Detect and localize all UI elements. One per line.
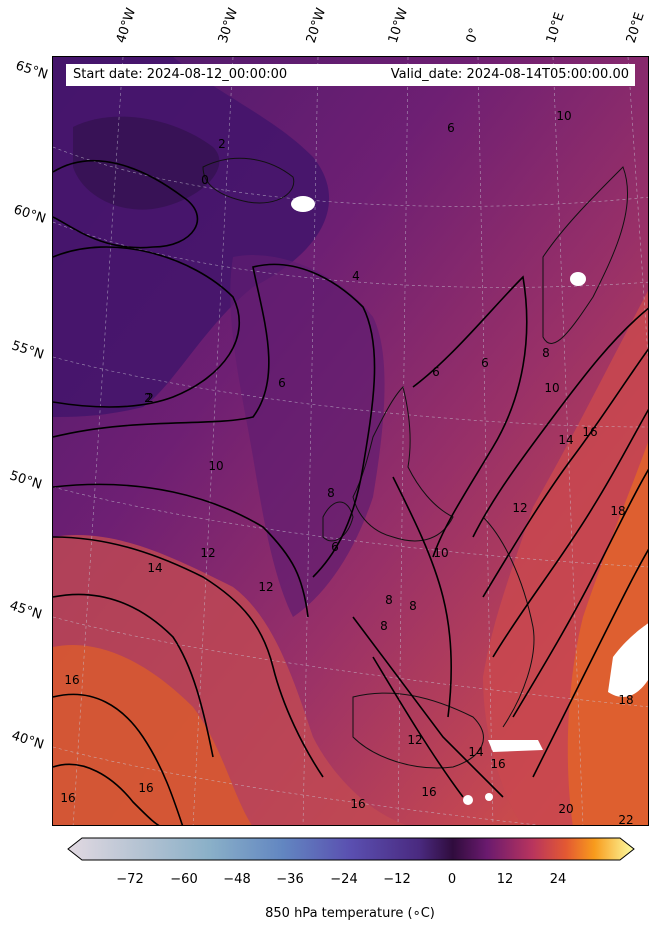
mask-iceland xyxy=(291,196,315,212)
mask-sardinia xyxy=(488,740,543,752)
contour-label: 8 xyxy=(380,619,388,633)
contour-label: 16 xyxy=(60,791,76,805)
contour-label: 16 xyxy=(350,797,366,811)
lon-label-30w: 30°W xyxy=(215,6,242,45)
contour-label: 14 xyxy=(558,433,574,447)
lon-label-40w: 40°W xyxy=(113,6,140,45)
lon-label-10w: 10°W xyxy=(385,6,412,45)
great-britain-coast xyxy=(352,386,454,542)
temperature-field xyxy=(53,57,648,825)
lat-label-50n: 50°N xyxy=(7,468,44,493)
contour-label: 16 xyxy=(421,785,437,799)
colorbar-tick: −48 xyxy=(223,872,251,887)
valid-date: Valid_date: 2024-08-14T05:00:00.00 xyxy=(390,67,629,82)
contour-label: 8 xyxy=(327,486,335,500)
colorbar-tick: −60 xyxy=(170,872,198,887)
contour-label: 22 xyxy=(618,813,634,827)
lat-label-45n: 45°N xyxy=(7,598,44,623)
lon-label-10e: 10°E xyxy=(543,10,568,46)
contour-label: 6 xyxy=(481,356,489,370)
contour-label: 10 xyxy=(433,546,449,560)
colorbar-tick: 12 xyxy=(496,872,514,887)
contour-label: 12 xyxy=(200,546,216,560)
contour-label: 6 xyxy=(447,121,455,135)
graticule xyxy=(53,57,648,825)
mask-sicily-b xyxy=(485,793,493,801)
contour-label: 16 xyxy=(64,673,80,687)
contour-label: 6 xyxy=(331,540,339,554)
date-header: Start date: 2024-08-12_00:00:00 Valid_da… xyxy=(66,64,635,86)
contour-label: 12 xyxy=(258,580,274,594)
scandinavia-coast xyxy=(542,166,628,344)
mask-norway xyxy=(570,272,586,286)
colorbar xyxy=(67,837,635,861)
contour-label: 8 xyxy=(542,346,550,360)
lat-label-60n: 60°N xyxy=(11,202,48,227)
colorbar-label: 850 hPa temperature (∘C) xyxy=(265,906,435,921)
iberia-coast xyxy=(352,692,484,769)
contour-label: 6 xyxy=(278,376,286,390)
contour-label: 10 xyxy=(556,109,572,123)
warm-core-east xyxy=(567,442,648,825)
lat-label-40n: 40°N xyxy=(9,728,46,753)
colorbar-tick: −12 xyxy=(383,872,411,887)
contour-label: 12 xyxy=(512,501,528,515)
contour-label: 12 xyxy=(407,733,423,747)
contour-label: 8 xyxy=(385,593,393,607)
contour-label: 14 xyxy=(468,745,484,759)
warm-core-southwest xyxy=(53,645,252,825)
isotherm-contours xyxy=(53,159,648,825)
lon-label-0: 0° xyxy=(463,26,483,45)
contour-label: 16 xyxy=(138,781,154,795)
mask-sicily-a xyxy=(463,795,473,805)
lat-label-55n: 55°N xyxy=(9,338,46,363)
contour-label: 6 xyxy=(432,365,440,379)
france-coast xyxy=(482,516,535,728)
contour-label: 2 xyxy=(218,137,226,151)
mask-alps xyxy=(608,623,648,697)
contour-label: 16 xyxy=(582,425,598,439)
contour-label: 10 xyxy=(208,459,224,473)
cold-core xyxy=(73,116,220,210)
map-panel xyxy=(52,56,649,826)
contour-label: 18 xyxy=(610,504,626,518)
contour-label: 8 xyxy=(409,599,417,613)
contour-label: 4 xyxy=(352,269,360,283)
contour-label: 18 xyxy=(618,693,634,707)
colorbar-tick: 24 xyxy=(549,872,567,887)
lat-label-65n: 65°N xyxy=(13,58,50,83)
colorbar-tick: −36 xyxy=(276,872,304,887)
contour-label: 0 xyxy=(201,173,209,187)
colorbar-tick: −72 xyxy=(116,872,144,887)
colorbar-gradient xyxy=(67,837,635,861)
ireland-coast xyxy=(322,501,354,542)
contour-label: 16 xyxy=(490,757,506,771)
contour-label: 2 xyxy=(146,391,154,405)
coastlines xyxy=(202,157,628,769)
start-date: Start date: 2024-08-12_00:00:00 xyxy=(73,67,288,82)
contour-label: 2 xyxy=(144,391,152,405)
lon-label-20w: 20°W xyxy=(303,6,330,45)
iceland-coast xyxy=(202,157,295,204)
contour-label: 14 xyxy=(147,561,163,575)
colorbar-tick: 0 xyxy=(447,872,457,887)
missing-data-patches xyxy=(291,196,648,805)
colorbar-tick: −24 xyxy=(330,872,358,887)
contour-label: 20 xyxy=(558,802,574,816)
lon-label-20e: 20°E xyxy=(623,10,648,46)
contour-label: 10 xyxy=(544,381,560,395)
